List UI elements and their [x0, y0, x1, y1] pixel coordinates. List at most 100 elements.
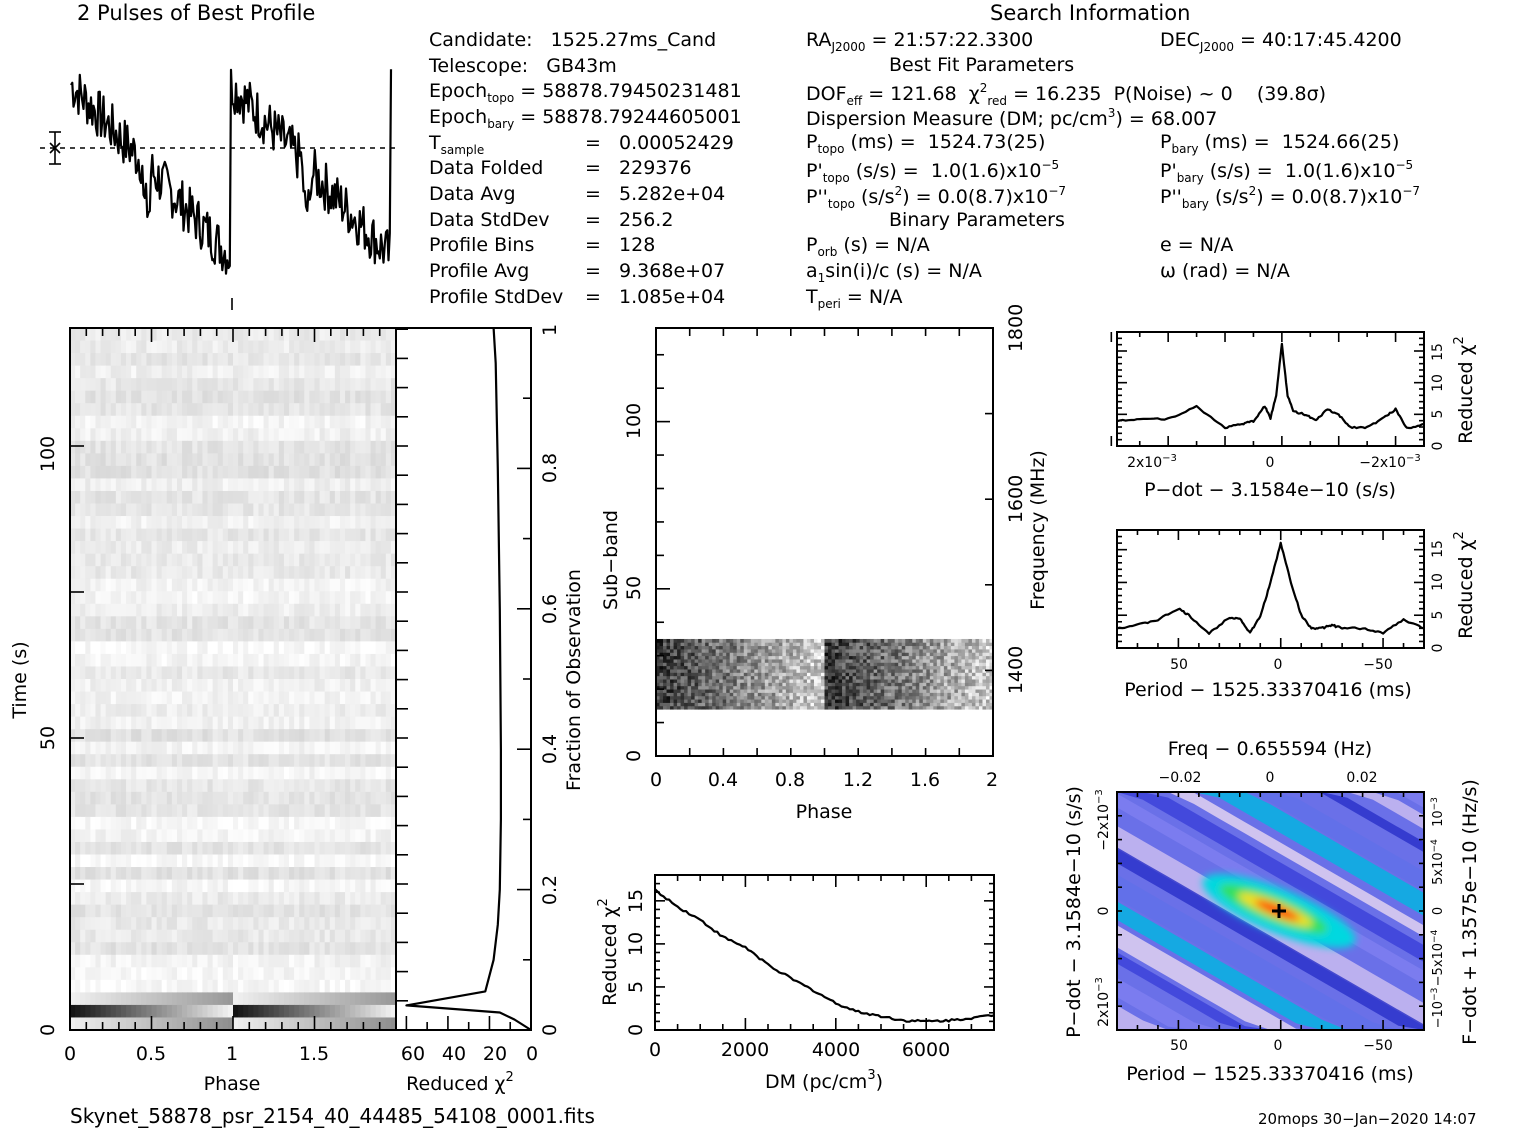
tp-cell — [299, 490, 305, 504]
tp-cell — [334, 979, 341, 993]
tp-cell — [212, 867, 219, 881]
sb-cell — [824, 672, 829, 677]
tp-cell — [289, 841, 295, 855]
tp-cell — [380, 465, 387, 479]
tp-cell — [355, 541, 361, 555]
tp-cell — [222, 929, 229, 943]
sb-cell — [947, 699, 952, 703]
tp-cell — [100, 1004, 107, 1018]
tp-cell — [253, 328, 259, 342]
sb-cell — [771, 665, 776, 670]
tp-cell — [146, 829, 152, 843]
sb-cell — [926, 672, 931, 677]
tp-cell — [289, 741, 295, 755]
tp-cell — [120, 829, 127, 843]
tp-cell — [115, 528, 122, 542]
tp-cell — [156, 365, 163, 379]
sb-cell — [673, 689, 678, 693]
tp-cell — [217, 516, 224, 530]
tp-cell — [294, 603, 300, 617]
sb-cell — [961, 702, 966, 707]
tp-cell — [263, 378, 270, 392]
tp-cell — [324, 591, 331, 605]
sb-cell — [775, 679, 780, 683]
tp-cell — [227, 365, 234, 379]
sb-cell — [743, 689, 748, 693]
tp-cell — [151, 754, 158, 768]
tp-cell — [258, 929, 265, 943]
sb-cell — [820, 692, 825, 697]
sb-cell — [687, 672, 692, 677]
sb-cell — [708, 689, 713, 693]
tp-cell — [110, 528, 117, 542]
sb-cell — [813, 679, 818, 683]
tp-cell — [365, 691, 372, 705]
tp-cell — [273, 541, 280, 555]
tp-cell — [350, 666, 356, 680]
sb-cell — [694, 692, 699, 697]
tp-cell — [120, 942, 127, 956]
sb-cell — [947, 682, 952, 687]
sb-cell — [768, 695, 773, 700]
sb-cell — [887, 669, 892, 673]
tp-cell — [192, 641, 198, 655]
sb-cell — [905, 702, 910, 707]
tp-cell — [126, 704, 132, 718]
tp-cell — [100, 892, 107, 906]
tp-cell — [248, 854, 254, 868]
sb-cell — [820, 705, 825, 710]
tp-cell — [166, 779, 173, 793]
tp-cell — [334, 854, 341, 868]
tp-cell — [365, 804, 372, 818]
tp-cell — [339, 791, 346, 805]
tp-cell — [151, 465, 158, 479]
sb-cell — [684, 695, 688, 700]
sb-cell — [845, 702, 850, 707]
tp-cell — [339, 841, 346, 855]
tp-cell — [238, 841, 244, 855]
tp-cell — [390, 591, 397, 605]
tp-cell — [217, 716, 224, 730]
tp-cell — [365, 741, 372, 755]
tp-cell — [151, 942, 158, 956]
tp-cell — [217, 578, 224, 592]
sb-cell — [933, 669, 938, 673]
tp-cell — [370, 954, 377, 968]
sb-cell — [835, 695, 839, 700]
tp-cell — [248, 566, 254, 580]
tp-cell — [289, 490, 295, 504]
sb-cell — [764, 699, 769, 703]
tp-cell — [192, 879, 198, 893]
sb-cell — [799, 685, 804, 690]
tp-cell — [166, 653, 173, 667]
tp-cell — [253, 641, 259, 655]
tp-cell — [202, 804, 209, 818]
tp-cell — [370, 528, 377, 542]
tp-cell — [227, 979, 234, 993]
tp-cell — [304, 992, 310, 1006]
chi2-red: 16.235 — [1035, 83, 1102, 105]
tp-cell — [227, 328, 234, 342]
tp-cell — [202, 465, 209, 479]
sb-cell — [842, 695, 846, 700]
sb-cell — [877, 699, 882, 703]
sb-cell — [989, 702, 994, 707]
tp-cell — [329, 716, 336, 730]
tp-cell — [182, 340, 188, 354]
sb-cell — [936, 682, 941, 687]
sb-cell — [761, 672, 766, 677]
tp-cell — [141, 841, 147, 855]
tp-cell — [95, 741, 102, 755]
tp-cell — [100, 578, 107, 592]
tp-cell — [192, 979, 198, 993]
tp-cell — [238, 691, 244, 705]
tp-cell — [171, 428, 178, 442]
tp-cell — [222, 453, 229, 467]
tp-cell — [345, 979, 351, 993]
tp-cell — [380, 503, 387, 517]
tp-cell — [314, 641, 321, 655]
tp-cell — [90, 603, 96, 617]
tp-cell — [105, 415, 112, 429]
sb-cell — [701, 682, 706, 687]
tp-cell — [136, 478, 142, 492]
